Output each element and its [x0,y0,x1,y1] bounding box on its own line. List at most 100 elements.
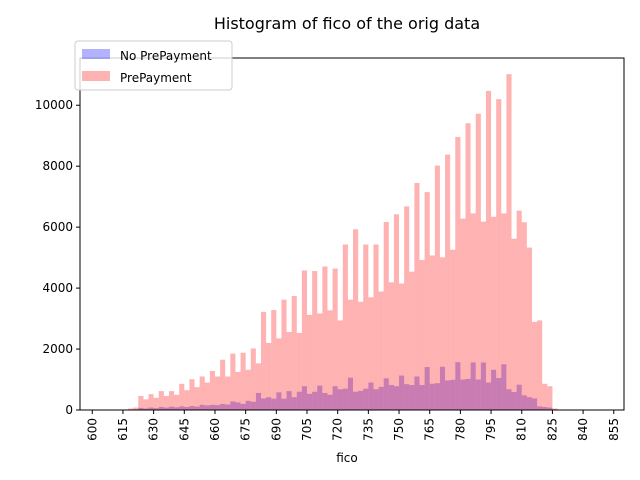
x-tick-label: 600 [85,418,99,441]
bar-prepayment [158,391,164,410]
bar-no-prepayment [455,362,461,410]
x-tick-label: 690 [269,418,283,441]
bar-no-prepayment [414,376,420,410]
bar-prepayment [434,165,440,410]
bar-no-prepayment [511,392,517,410]
bar-no-prepayment [271,398,277,410]
bar-no-prepayment [281,398,287,410]
bar-prepayment [353,229,359,410]
x-tick-label: 645 [177,418,191,441]
bar-no-prepayment [383,378,389,410]
bar-no-prepayment [174,407,180,410]
bar-no-prepayment [184,406,190,410]
bar-no-prepayment [404,384,410,410]
x-tick-label: 630 [147,418,161,441]
bar-prepayment [235,371,241,410]
bar-prepayment [342,244,348,410]
bar-no-prepayment [276,392,282,410]
bar-prepayment [266,342,272,410]
bar-no-prepayment [485,382,492,410]
bar-no-prepayment [153,408,159,410]
bar-no-prepayment [148,407,154,410]
bar-prepayment [460,218,466,410]
bar-no-prepayment [393,386,400,410]
bar-prepayment [516,210,522,410]
bar-no-prepayment [250,401,256,410]
bar-prepayment [322,266,328,410]
bar-prepayment [133,407,139,410]
x-axis-label: fico [336,451,358,465]
bar-no-prepayment [378,386,384,410]
bar-prepayment [404,206,410,410]
bar-no-prepayment [204,405,210,410]
bar-prepayment [393,214,400,410]
plot-frame [79,57,625,411]
bar-prepayment [327,310,333,410]
bar-prepayment [419,260,425,410]
bar-no-prepayment [439,366,446,410]
bar-prepayment [174,394,180,410]
bar-prepayment [153,397,159,410]
bar-prepayment [194,387,200,410]
bar-prepayment [429,255,435,410]
bar-prepayment [143,399,149,410]
bar-prepayment [521,222,527,410]
bar-no-prepayment [138,407,144,410]
bar-no-prepayment [332,386,338,410]
bar-prepayment [537,320,543,410]
x-tick-label: 765 [423,418,437,441]
x-tick-label: 780 [453,418,467,441]
bar-prepayment [225,376,231,410]
bar-no-prepayment [465,378,471,410]
bar-no-prepayment [399,375,405,410]
bar-no-prepayment [409,385,415,410]
bar-prepayment [184,390,190,410]
y-tick-label: 4000 [42,281,73,295]
y-tick-label: 0 [65,403,73,417]
bar-no-prepayment [526,397,532,410]
y-tick-label: 8000 [42,159,73,173]
bar-no-prepayment [317,385,323,410]
bar-no-prepayment [460,379,466,410]
bar-prepayment [301,270,308,410]
x-tick-label: 720 [331,418,345,441]
legend: No PrePayment PrePayment [74,40,233,91]
x-tick-label: 810 [515,418,529,441]
bar-prepayment [409,271,415,410]
bar-prepayment [506,74,512,411]
bar-prepayment [358,301,364,410]
legend-swatch-prepayment [82,71,110,81]
bar-no-prepayment [225,404,231,410]
bar-no-prepayment [158,406,164,410]
bar-prepayment [230,353,236,410]
bar-no-prepayment [424,367,430,410]
bar-no-prepayment [163,407,169,410]
x-tick-label: 795 [484,418,498,441]
bar-prepayment [255,363,261,410]
bar-no-prepayment [501,364,507,410]
bar-prepayment [220,359,226,410]
bar-prepayment [199,376,205,410]
bar-no-prepayment [347,377,354,410]
bar-prepayment [138,395,144,410]
bar-prepayment [179,383,185,410]
bar-prepayment [189,379,195,410]
y-tick-label: 2000 [42,342,73,356]
bar-prepayment [465,123,471,410]
bar-prepayment [296,332,302,410]
bar-prepayment [399,283,405,410]
bar-prepayment [439,257,446,410]
bar-no-prepayment [542,406,548,410]
bar-no-prepayment [419,385,425,410]
bar-no-prepayment [266,397,272,410]
bar-no-prepayment [312,391,318,410]
bar-prepayment [245,369,251,410]
bar-no-prepayment [235,402,241,410]
bar-prepayment [531,321,538,410]
bar-no-prepayment [521,395,527,410]
bar-no-prepayment [240,403,246,410]
bar-prepayment [485,90,492,411]
bar-prepayment [168,391,175,410]
bar-prepayment [424,192,430,410]
